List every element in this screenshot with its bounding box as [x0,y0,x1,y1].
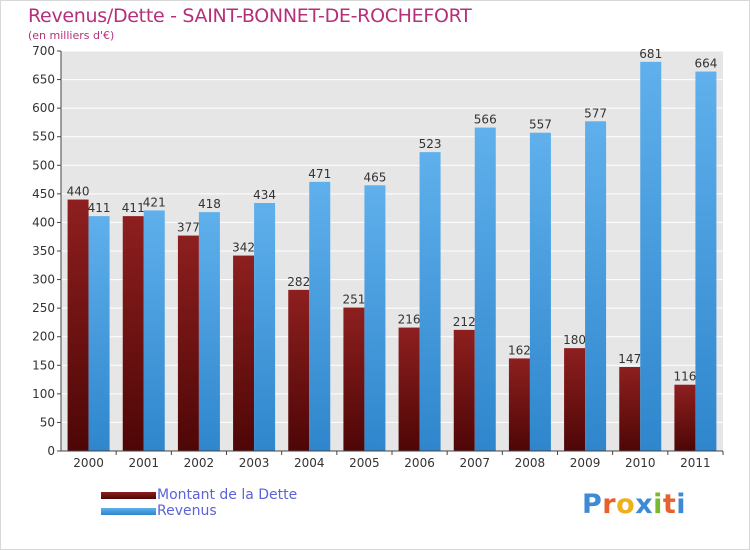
data-label-dette-2009: 180 [563,333,586,347]
y-tick-label-550: 550 [32,130,55,144]
data-label-dette-2005: 251 [342,293,365,307]
bar-revenus-2000 [88,216,110,451]
bar-revenus-2004 [309,181,331,451]
data-label-revenus-2000: 411 [88,201,111,215]
x-tick-label-2004: 2004 [294,456,325,470]
y-tick-label-250: 250 [32,301,55,315]
y-tick-label-100: 100 [32,387,55,401]
bar-dette-2004 [288,289,310,451]
logo-letter: P [582,489,603,520]
chart-subtitle: (en milliers d'€) [28,29,115,42]
y-tick-label-400: 400 [32,215,55,229]
legend-item-dette: Montant de la Dette [101,487,297,503]
x-tick-label-2007: 2007 [459,456,490,470]
y-tick-label-0: 0 [47,444,55,458]
y-tick-label-300: 300 [32,273,55,287]
bar-dette-2001 [122,216,144,451]
legend-item-revenus: Revenus [101,503,297,519]
bar-dette-2007 [453,329,475,451]
logo-letter: i [676,489,687,520]
logo-letter: t [662,489,677,520]
x-tick-label-2003: 2003 [239,456,270,470]
x-tick-label-2001: 2001 [128,456,159,470]
bar-dette-2010 [619,367,641,451]
data-label-revenus-2010: 681 [639,47,662,61]
bar-revenus-2008 [529,132,551,451]
data-label-revenus-2008: 557 [529,118,552,132]
bar-dette-2005 [343,307,365,451]
bar-dette-2008 [508,358,530,451]
bar-revenus-2003 [254,203,276,451]
bar-revenus-2011 [695,71,717,452]
y-tick-label-700: 700 [32,44,55,58]
bar-revenus-2009 [585,121,607,452]
bar-dette-2000 [67,199,89,451]
data-label-dette-2001: 411 [122,201,145,215]
bar-revenus-2005 [364,185,386,452]
data-label-revenus-2006: 523 [419,137,442,151]
x-tick-label-2006: 2006 [404,456,435,470]
y-tick-label-350: 350 [32,244,55,258]
data-label-revenus-2003: 434 [253,188,276,202]
y-tick-label-500: 500 [32,158,55,172]
x-tick-label-2002: 2002 [184,456,215,470]
x-tick-label-2009: 2009 [570,456,601,470]
y-tick-label-50: 50 [40,415,55,429]
logo-letter: i [653,489,663,520]
x-tick-label-2000: 2000 [73,456,104,470]
bar-dette-2006 [398,327,420,451]
data-label-revenus-2009: 577 [584,106,607,120]
chart-title: Revenus/Dette - SAINT-BONNET-DE-ROCHEFOR… [28,5,472,27]
x-tick-label-2010: 2010 [625,456,656,470]
legend-label-revenus: Revenus [157,503,217,519]
y-tick-label-200: 200 [32,330,55,344]
logo-letter: x [635,489,654,520]
data-label-revenus-2004: 471 [308,167,331,181]
data-label-revenus-2005: 465 [363,170,386,184]
legend: Montant de la Dette Revenus [101,487,297,519]
data-label-dette-2004: 282 [287,275,310,289]
data-label-dette-2011: 116 [673,370,696,384]
data-label-revenus-2001: 421 [143,195,166,209]
legend-swatch-revenus [101,507,156,515]
data-label-revenus-2002: 418 [198,197,221,211]
x-tick-label-2005: 2005 [349,456,380,470]
data-label-revenus-2007: 566 [474,113,497,127]
x-tick-label-2008: 2008 [515,456,546,470]
proxiti-logo: Proxiti [582,489,686,520]
bar-dette-2002 [177,235,199,451]
legend-swatch-dette [101,491,156,499]
data-label-dette-2008: 162 [508,343,531,357]
y-tick-label-600: 600 [32,101,55,115]
data-label-dette-2003: 342 [232,241,255,255]
y-tick-label-650: 650 [32,73,55,87]
data-label-revenus-2011: 664 [694,57,717,71]
bar-revenus-2001 [143,210,165,451]
bar-dette-2011 [674,384,696,451]
bar-revenus-2010 [640,61,662,451]
bar-dette-2003 [233,255,255,451]
bar-revenus-2002 [198,212,220,451]
logo-letter: o [616,489,636,520]
bar-revenus-2006 [419,152,441,451]
logo-letter: r [602,489,617,520]
bar-dette-2009 [564,348,586,451]
data-label-dette-2002: 377 [177,221,200,235]
bar-revenus-2007 [474,127,496,452]
legend-label-dette: Montant de la Dette [157,487,298,503]
y-tick-label-450: 450 [32,187,55,201]
data-label-dette-2000: 440 [67,185,90,199]
y-tick-label-150: 150 [32,358,55,372]
data-label-dette-2007: 212 [453,315,476,329]
x-tick-label-2011: 2011 [680,456,711,470]
data-label-dette-2006: 216 [398,313,421,327]
data-label-dette-2010: 147 [618,352,641,366]
